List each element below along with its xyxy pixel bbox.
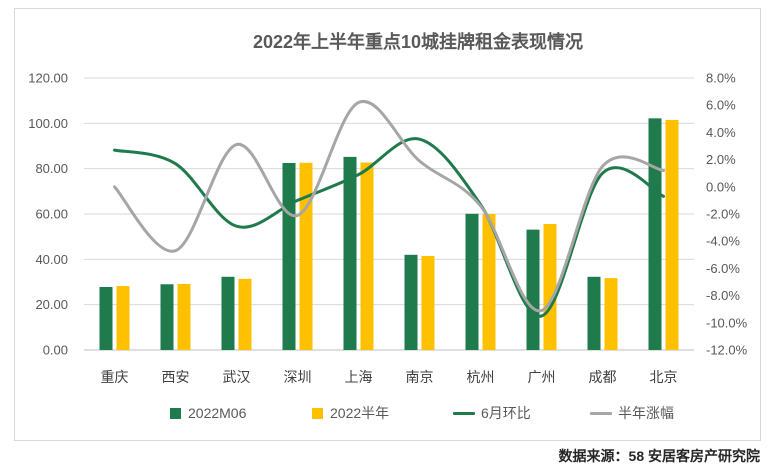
- series-2-group: [113, 137, 666, 318]
- series-1-bar-6: [482, 214, 496, 350]
- series-3-point-0: [113, 185, 117, 189]
- y-right-tick-label-7: 2.0%: [706, 152, 736, 167]
- series-0-bar-8: [587, 276, 601, 350]
- chart-title: 2022年上半年重点10城挂牌租金表现情况: [252, 32, 584, 52]
- y-right-tick-label-1: -10.0%: [706, 315, 748, 330]
- series-1-bars: [116, 119, 679, 350]
- series-2-line: [113, 137, 665, 318]
- y-right-tick-label-0: -12.0%: [706, 343, 748, 358]
- series-3-point-2: [235, 143, 239, 147]
- chart-frame: [14, 8, 761, 441]
- legend-swatch-series-0: [170, 407, 181, 419]
- series-1-bar-9: [665, 119, 679, 350]
- series-2-point-0: [113, 148, 117, 152]
- legend-item-series-1: 2022半年: [312, 404, 389, 422]
- series-2-point-2: [235, 224, 239, 228]
- series-3-point-6: [479, 204, 483, 208]
- y-right-tick-label-3: -6.0%: [706, 261, 740, 276]
- y-left-tick-label-6: 120.00: [28, 71, 68, 86]
- y-right-tick-label-4: -4.0%: [706, 234, 740, 249]
- series-0-bar-4: [343, 156, 357, 350]
- series-3-group: [113, 99, 666, 313]
- x-category-label-0: 重庆: [101, 369, 129, 385]
- x-category-label-8: 成都: [589, 369, 617, 385]
- y-left-tick-label-5: 100.00: [28, 116, 68, 131]
- series-0-bar-0: [99, 286, 113, 350]
- series-2-point-5: [418, 137, 422, 141]
- x-category-label-5: 南京: [406, 369, 434, 385]
- series-3-point-3: [296, 213, 300, 217]
- y-right-tick-label-5: -2.0%: [706, 207, 740, 222]
- series-3-point-5: [418, 159, 422, 163]
- legend-item-series-2: 6月环比: [453, 404, 531, 422]
- y-left-tick-label-3: 60.00: [35, 207, 68, 222]
- y-right-tick-label-8: 4.0%: [706, 125, 736, 140]
- series-2-point-8: [601, 171, 605, 175]
- x-category-label-3: 深圳: [284, 369, 312, 385]
- y-left-tick-label-4: 80.00: [35, 161, 68, 176]
- y-left-tick-label-0: 0.00: [43, 343, 68, 358]
- x-category-label-1: 西安: [162, 369, 190, 385]
- series-3-line: [113, 99, 665, 313]
- gridlines: [84, 77, 694, 351]
- x-category-label-2: 武汉: [223, 369, 251, 385]
- legend-item-series-0: 2022M06: [170, 404, 246, 422]
- series-0-bar-5: [404, 254, 418, 350]
- series-3-point-9: [662, 168, 666, 172]
- series-2-point-1: [174, 162, 178, 166]
- legend-label-series-1: 2022半年: [330, 405, 390, 421]
- legend-label-series-2: 6月环比: [481, 405, 531, 421]
- x-category-label-6: 杭州: [467, 369, 495, 385]
- series-1-bar-0: [116, 286, 130, 350]
- y-right-tick-label-2: -8.0%: [706, 288, 740, 303]
- series-2-point-7: [540, 314, 544, 318]
- legend-swatch-series-1: [312, 407, 323, 419]
- y-right-tick-label-9: 6.0%: [706, 98, 736, 113]
- series-3-point-7: [540, 309, 544, 313]
- series-1-bar-5: [421, 255, 435, 350]
- x-category-label-9: 北京: [650, 369, 678, 385]
- series-1-bar-8: [604, 278, 618, 350]
- legend-label-series-3: 半年涨幅: [618, 405, 674, 421]
- series-3-point-4: [357, 100, 361, 104]
- series-2-point-9: [662, 194, 666, 198]
- series-2-point-4: [357, 173, 361, 177]
- y-right-tick-label-6: 0.0%: [706, 179, 736, 194]
- source-note: 数据来源：58 安居客房产研究院: [558, 448, 760, 464]
- series-1-bar-7: [543, 223, 557, 350]
- legend-swatch-series-3: [590, 411, 612, 415]
- x-category-label-4: 上海: [345, 369, 373, 385]
- series-0-bar-6: [465, 213, 479, 350]
- legend-label-series-0: 2022M06: [188, 405, 247, 421]
- legend-swatch-series-2: [453, 411, 475, 415]
- y-left-tick-label-2: 40.00: [35, 252, 68, 267]
- legend-item-series-3: 半年涨幅: [590, 404, 674, 422]
- series-0-bar-2: [221, 276, 235, 350]
- y-left-tick-label-1: 20.00: [35, 297, 68, 312]
- series-3-point-8: [601, 164, 605, 168]
- series-1-bar-2: [238, 278, 252, 350]
- series-1-bar-3: [299, 162, 313, 350]
- series-1-bar-4: [360, 162, 374, 350]
- series-2-point-3: [296, 198, 300, 202]
- series-0-bar-1: [160, 284, 174, 350]
- y-right-tick-label-10: 8.0%: [706, 71, 736, 86]
- series-1-bar-1: [177, 284, 191, 350]
- series-0-bar-9: [648, 118, 662, 350]
- series-0-bar-3: [282, 163, 296, 350]
- series-0-bars: [99, 118, 662, 350]
- series-3-point-1: [174, 249, 178, 253]
- x-category-label-7: 广州: [528, 369, 556, 385]
- series-0-bar-7: [526, 229, 540, 350]
